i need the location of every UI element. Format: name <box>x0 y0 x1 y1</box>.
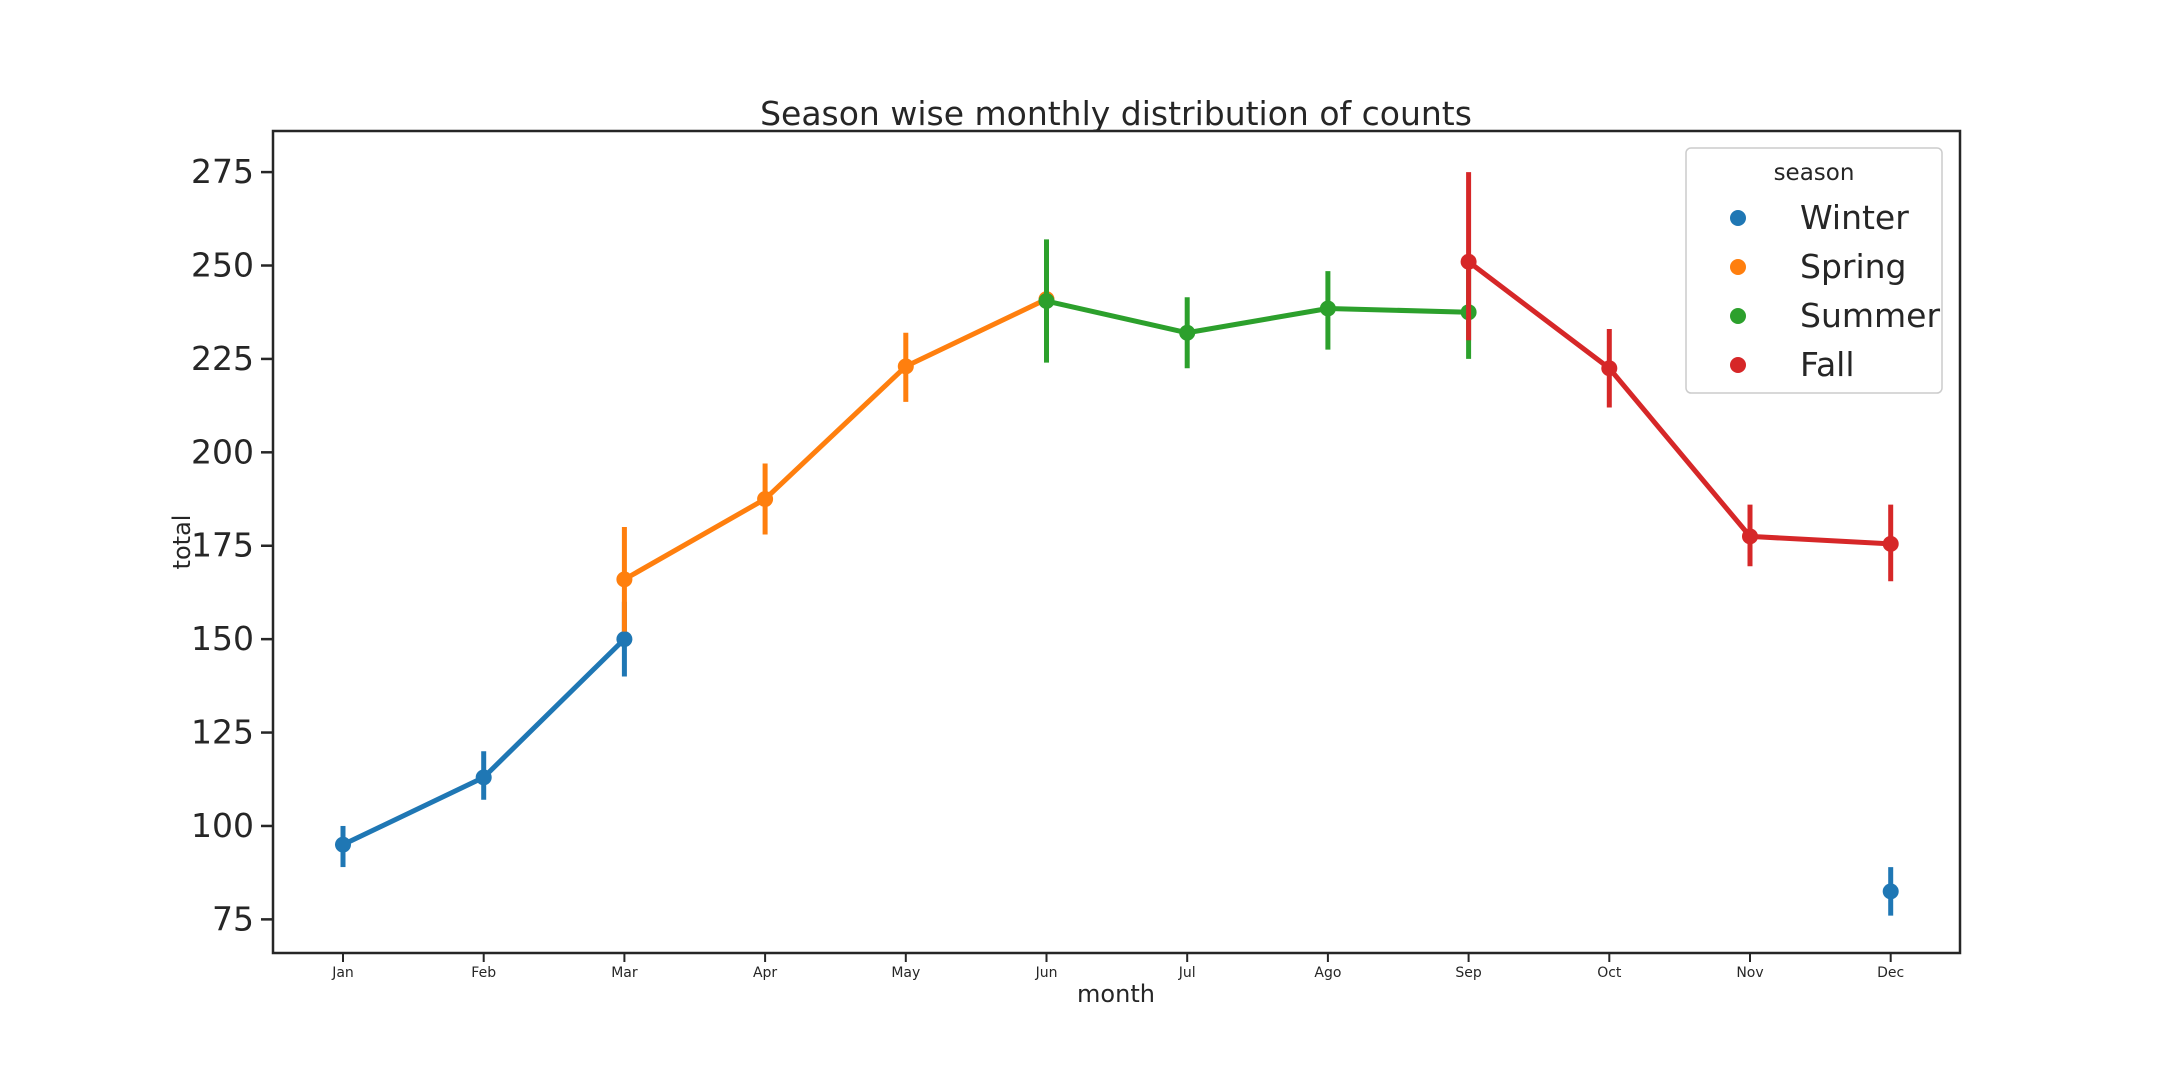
data-point <box>1882 535 1899 552</box>
x-tick-label: Feb <box>471 965 496 981</box>
chart-title: Season wise monthly distribution of coun… <box>760 94 1472 133</box>
plot-area-frame <box>271 129 1962 955</box>
y-tick-label: 100 <box>191 806 254 845</box>
legend-marker <box>1730 308 1746 324</box>
legend-title: season <box>1774 160 1855 186</box>
x-axis-ticks: Jan Feb Mar Apr May Jun Jul Ago Sep Oct Nov Dec <box>331 953 1904 981</box>
x-tick-label: Dec <box>1877 965 1904 981</box>
series-line <box>1045 298 1469 336</box>
series-spring <box>616 261 1055 632</box>
x-axis-label: month <box>1077 980 1155 1008</box>
data-point <box>1179 324 1196 341</box>
x-tick-label: Sep <box>1455 965 1482 981</box>
legend-marker <box>1730 259 1746 275</box>
y-tick-label: 200 <box>191 432 254 471</box>
data-point <box>475 769 492 786</box>
data-point <box>1601 360 1618 377</box>
legend-marker <box>1730 210 1746 226</box>
series-line <box>623 296 1048 582</box>
legend-label: Spring <box>1800 247 1907 286</box>
data-point <box>616 571 633 588</box>
legend-items: Winter Spring Summer Fall <box>1730 198 1940 384</box>
legend-label: Winter <box>1800 198 1909 237</box>
y-axis-label: total <box>168 515 196 570</box>
x-tick-label: Oct <box>1597 965 1622 981</box>
series-line <box>1467 259 1891 547</box>
x-tick-label: Jul <box>1178 965 1196 981</box>
series-summer <box>1038 239 1477 369</box>
x-tick-label: Nov <box>1736 965 1763 981</box>
y-tick-label: 175 <box>191 526 254 565</box>
data-point <box>1319 300 1336 317</box>
data-point <box>1882 883 1899 900</box>
legend-label: Fall <box>1800 345 1855 384</box>
x-tick-label: Apr <box>753 965 777 981</box>
data-point <box>1038 293 1055 310</box>
data-point <box>616 631 633 648</box>
y-tick-label: 75 <box>212 899 254 938</box>
legend-label: Summer <box>1800 296 1940 335</box>
data-point <box>1460 253 1477 270</box>
series-layer <box>335 172 1899 916</box>
y-axis-ticks: 75 100 125 150 175 200 225 250 275 <box>191 152 273 938</box>
y-tick-label: 275 <box>191 152 254 191</box>
y-tick-label: 150 <box>191 619 254 658</box>
data-point <box>757 491 774 508</box>
legend-frame <box>1685 147 1943 394</box>
series-fall <box>1460 172 1899 582</box>
data-point <box>335 836 351 853</box>
x-tick-label: Mar <box>611 965 638 981</box>
legend-marker <box>1730 357 1746 373</box>
y-tick-label: 225 <box>191 339 254 378</box>
data-point <box>1742 528 1758 545</box>
y-tick-label: 250 <box>191 246 254 285</box>
legend: season Winter Spring Summer Fall <box>1685 147 1943 394</box>
series-winter <box>335 601 1899 916</box>
x-tick-label: Ago <box>1314 965 1341 981</box>
y-tick-label: 125 <box>191 713 254 752</box>
series-line <box>341 637 627 847</box>
data-point <box>897 358 914 375</box>
x-tick-label: May <box>891 965 920 981</box>
x-tick-label: Jan <box>331 965 354 981</box>
x-tick-label: Jun <box>1035 965 1058 981</box>
